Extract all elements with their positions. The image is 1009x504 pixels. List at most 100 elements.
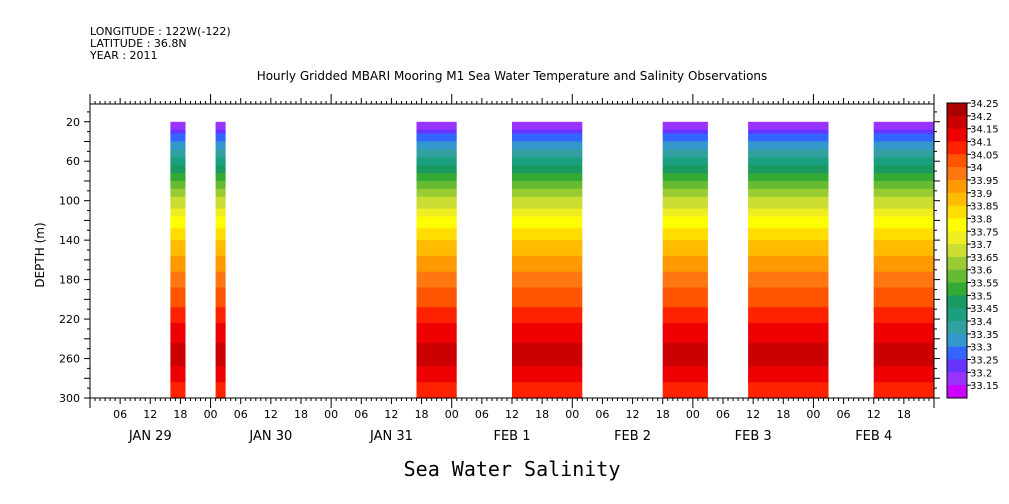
salinity-cell [416, 267, 457, 273]
salinity-cell [662, 224, 708, 229]
salinity-cell [215, 342, 226, 348]
data-segment [416, 121, 457, 399]
salinity-cell [748, 145, 829, 150]
salinity-cell [662, 315, 708, 320]
salinity-cell [512, 315, 583, 320]
x-hour-label: 12 [746, 408, 760, 421]
x-hour-label: 00 [324, 408, 338, 421]
salinity-cell [748, 224, 829, 229]
salinity-cell [512, 291, 583, 296]
salinity-cell [748, 370, 829, 375]
salinity-cell [748, 330, 829, 336]
salinity-cell [873, 390, 934, 395]
salinity-cell [748, 338, 829, 344]
salinity-cell [170, 350, 186, 356]
y-axis-label: DEPTH (m) [33, 222, 47, 287]
salinity-cell [416, 338, 457, 344]
salinity-cell [416, 161, 457, 166]
salinity-cell [748, 121, 829, 127]
salinity-cell [873, 358, 934, 363]
salinity-cell [215, 311, 226, 316]
salinity-cell [170, 327, 186, 332]
salinity-cell [873, 323, 934, 328]
salinity-cell [873, 184, 934, 190]
salinity-cell [748, 216, 829, 221]
salinity-cell [512, 354, 583, 360]
salinity-cell [748, 390, 829, 395]
salinity-cell [662, 181, 708, 186]
salinity-cell [170, 244, 186, 249]
salinity-cell [170, 141, 186, 146]
salinity-cell [512, 149, 583, 154]
salinity-cell [662, 173, 708, 178]
salinity-cell [512, 153, 583, 158]
salinity-cell [512, 224, 583, 229]
colorbar-label: 34.2 [970, 112, 992, 123]
colorbar-swatch [947, 269, 967, 283]
salinity-cell [215, 192, 226, 198]
data-segment [512, 121, 583, 399]
salinity-cell [215, 366, 226, 371]
salinity-cell [170, 212, 186, 217]
x-hour-label: 06 [113, 408, 127, 421]
axes: 06 12 18 00 06 12 18 00 06 12 18 00 06 12 18 00 06 12 18 00… [59, 94, 940, 444]
salinity-cell [512, 208, 583, 214]
colorbar-label: 34 [970, 163, 983, 174]
salinity-cell [873, 334, 934, 340]
salinity-cell [170, 236, 186, 241]
x-hour-label: 06 [234, 408, 248, 421]
salinity-cell [873, 133, 934, 139]
salinity-cell [170, 153, 186, 158]
salinity-cell [416, 216, 457, 221]
latitude-label: LATITUDE : 36.8N [90, 37, 187, 50]
salinity-cell [662, 252, 708, 257]
salinity-cell [748, 279, 829, 285]
salinity-cell [170, 362, 186, 367]
colorbar-swatch [947, 192, 967, 207]
salinity-cell [215, 165, 226, 170]
salinity-cell [873, 165, 934, 170]
salinity-cell [416, 382, 457, 387]
salinity-cell [662, 149, 708, 154]
salinity-cell [416, 319, 457, 324]
salinity-cell [662, 350, 708, 356]
salinity-cell [215, 153, 226, 158]
salinity-cell [748, 295, 829, 300]
salinity-cell [512, 350, 583, 356]
salinity-cell [873, 303, 934, 308]
salinity-cell [170, 184, 186, 190]
salinity-cell [512, 232, 583, 237]
salinity-cell [662, 295, 708, 300]
salinity-cell [170, 125, 186, 131]
salinity-cell [748, 149, 829, 154]
colorbar-label: 33.5 [970, 291, 992, 302]
salinity-cell [873, 121, 934, 127]
x-hour-label: 06 [475, 408, 489, 421]
salinity-cell [416, 311, 457, 316]
salinity-cell [662, 390, 708, 395]
salinity-cell [873, 319, 934, 324]
salinity-cell [662, 129, 708, 135]
x-day-label: JAN 30 [248, 429, 292, 444]
salinity-cell [873, 362, 934, 367]
salinity-cell [873, 188, 934, 194]
salinity-cell [873, 125, 934, 131]
salinity-cell [215, 323, 226, 328]
colorbar-swatch [947, 167, 967, 181]
salinity-cell [512, 177, 583, 182]
salinity-cell [662, 291, 708, 296]
salinity-cell [748, 220, 829, 225]
salinity-cell [215, 267, 226, 273]
salinity-cell [416, 263, 457, 269]
salinity-cell [416, 169, 457, 174]
salinity-cell [416, 394, 457, 399]
salinity-cell [873, 267, 934, 273]
salinity-cell [170, 255, 186, 261]
x-hour-label: 06 [354, 408, 368, 421]
data-segment [170, 121, 186, 399]
salinity-cell [512, 216, 583, 221]
salinity-cell [748, 358, 829, 363]
salinity-cell [215, 315, 226, 320]
x-hour-label: 12 [384, 408, 398, 421]
salinity-cell [170, 137, 186, 142]
